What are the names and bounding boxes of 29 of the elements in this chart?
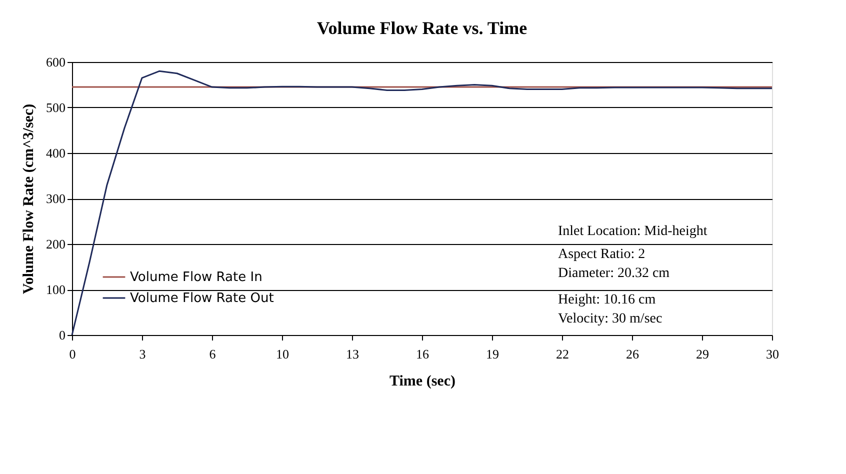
x-tick-label: 0	[69, 346, 76, 362]
annotation: Diameter: 20.32 cm	[558, 266, 670, 281]
x-tick-label: 30	[766, 346, 779, 362]
x-tick-label: 10	[276, 346, 289, 362]
x-tick-label: 3	[139, 346, 146, 362]
y-tick-label: 600	[46, 54, 66, 70]
x-tick-label: 13	[346, 346, 359, 362]
x-axis-title: Time (sec)	[390, 374, 456, 390]
annotation: Velocity: 30 m/sec	[558, 312, 662, 326]
y-tick-label: 500	[46, 100, 66, 115]
line-series	[71, 70, 773, 336]
legend-label: Volume Flow Rate In	[130, 270, 262, 285]
annotation: Height: 10.16 cm	[558, 292, 656, 308]
x-tick-label: 16	[416, 346, 430, 362]
y-tick-label: 200	[46, 236, 66, 252]
x-tick-label: 19	[486, 346, 499, 362]
chart-title: Volume Flow Rate vs. Time	[316, 18, 528, 38]
x-tick-label: 22	[556, 346, 569, 362]
y-tick-label: 0	[59, 328, 66, 342]
y-tick-label: 300	[46, 191, 66, 206]
annotation: Aspect Ratio: 2	[558, 247, 646, 262]
y-tick-label: 100	[46, 282, 66, 297]
y-axis-title: Volume Flow Rate (cm^3/sec)	[21, 104, 37, 294]
x-tick-label: 29	[696, 346, 709, 362]
legend-label: Volume Flow Rate Out	[130, 291, 274, 306]
annotation: Inlet Location: Mid-height	[558, 224, 708, 239]
y-tick-label: 400	[46, 146, 66, 160]
x-tick-label: 6	[209, 346, 216, 362]
x-tick-label: 26	[626, 346, 640, 362]
